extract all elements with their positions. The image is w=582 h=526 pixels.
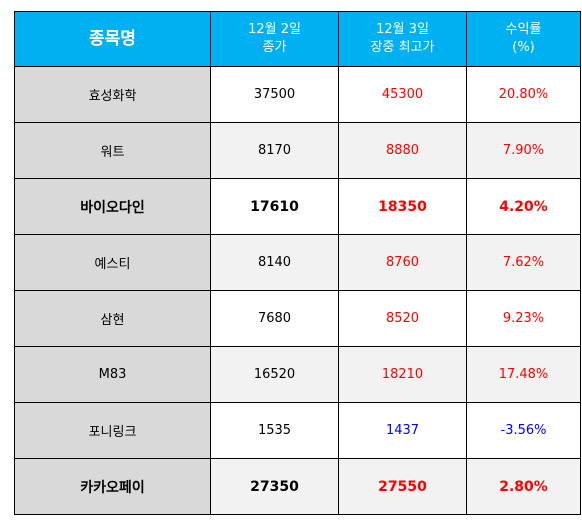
close-price-cell: 27350: [210, 458, 339, 515]
close-price-cell: 37500: [210, 66, 339, 123]
high-price-cell: 8880: [338, 122, 467, 179]
high-price-cell: 8520: [338, 290, 467, 347]
return-cell: 4.20%: [466, 178, 581, 235]
return-cell: -3.56%: [466, 402, 581, 459]
return-cell: 2.80%: [466, 458, 581, 515]
stock-name-cell: 삼현: [14, 290, 211, 347]
header-stock-name: 종목명: [14, 11, 211, 67]
return-cell: 17.48%: [466, 346, 581, 403]
high-price-cell: 27550: [338, 458, 467, 515]
high-price-cell: 18350: [338, 178, 467, 235]
close-price-cell: 16520: [210, 346, 339, 403]
high-price-cell: 45300: [338, 66, 467, 123]
header-return: 수익률 (%): [466, 11, 581, 67]
header-return-unit: (%): [512, 40, 535, 55]
close-price-cell: 17610: [210, 178, 339, 235]
table-row: 바이오다인 17610 18350 4.20%: [14, 178, 581, 235]
table-row: 예스티 8140 8760 7.62%: [14, 234, 581, 291]
header-high-date: 12월 3일: [376, 22, 429, 37]
table-row: 포니링크 1535 1437 -3.56%: [14, 402, 581, 459]
stock-name-cell: 포니링크: [14, 402, 211, 459]
high-price-cell: 1437: [338, 402, 467, 459]
table-row: 효성화학 37500 45300 20.80%: [14, 66, 581, 123]
high-price-cell: 8760: [338, 234, 467, 291]
stock-table: 종목명 12월 2일 종가 12월 3일 장중 최고가 수익률 (%) 효성화학…: [14, 11, 581, 515]
return-cell: 20.80%: [466, 66, 581, 123]
table-row: 삼현 7680 8520 9.23%: [14, 290, 581, 347]
close-price-cell: 8140: [210, 234, 339, 291]
stock-name-cell: 예스티: [14, 234, 211, 291]
high-price-cell: 18210: [338, 346, 467, 403]
header-close-price: 12월 2일 종가: [210, 11, 339, 67]
close-price-cell: 7680: [210, 290, 339, 347]
stock-name-cell: 워트: [14, 122, 211, 179]
header-return-label: 수익률: [505, 22, 542, 37]
header-close-label: 종가: [262, 40, 287, 55]
stock-name-cell: 바이오다인: [14, 178, 211, 235]
stock-name-cell: 효성화학: [14, 66, 211, 123]
table-row: 워트 8170 8880 7.90%: [14, 122, 581, 179]
close-price-cell: 1535: [210, 402, 339, 459]
stock-name-cell: M83: [14, 346, 211, 403]
header-close-date: 12월 2일: [248, 22, 301, 37]
return-cell: 7.62%: [466, 234, 581, 291]
close-price-cell: 8170: [210, 122, 339, 179]
stock-name-cell: 카카오페이: [14, 458, 211, 515]
return-cell: 9.23%: [466, 290, 581, 347]
table-row: M83 16520 18210 17.48%: [14, 346, 581, 403]
header-high-label: 장중 최고가: [370, 40, 435, 55]
header-intraday-high: 12월 3일 장중 최고가: [338, 11, 467, 67]
return-cell: 7.90%: [466, 122, 581, 179]
table-row: 카카오페이 27350 27550 2.80%: [14, 458, 581, 515]
header-row: 종목명 12월 2일 종가 12월 3일 장중 최고가 수익률 (%): [14, 11, 581, 67]
